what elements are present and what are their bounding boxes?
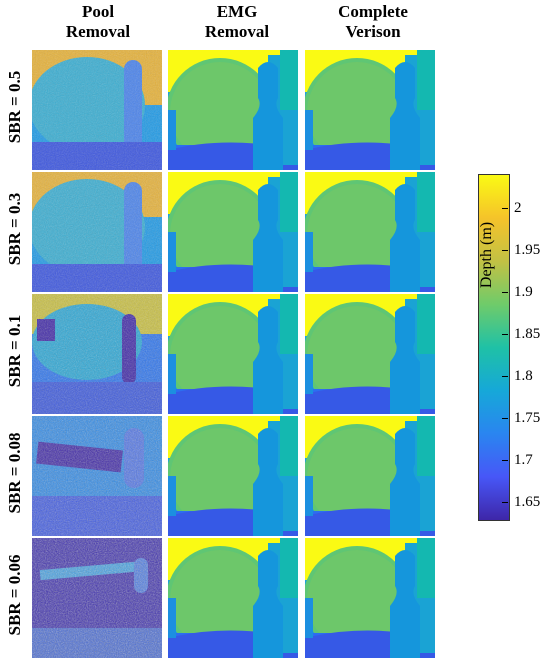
depth-map-image — [168, 294, 298, 414]
colorbar-tick-mark — [502, 375, 508, 377]
colorbar-tick-mark — [502, 502, 508, 504]
colorbar-tick-mark — [502, 460, 508, 462]
depth-map-image — [168, 50, 298, 170]
depth-map-image — [305, 294, 435, 414]
depth-map-image — [168, 538, 298, 658]
column-title-line1: EMG — [216, 2, 258, 21]
colorbar-tick-mark — [502, 207, 508, 209]
colorbar-tick-mark — [502, 291, 508, 293]
colorbar-tick-label: 1.95 — [514, 241, 541, 258]
colorbar-tick-label: 1.7 — [514, 452, 533, 469]
column-title-line2: Removal — [65, 22, 131, 41]
colorbar-tick-mark — [502, 249, 508, 251]
colorbar-tick-label: 1.65 — [514, 494, 541, 511]
depth-colorbar — [478, 174, 510, 521]
colorbar-tick-mark — [502, 418, 508, 420]
colorbar-tick-label: 1.8 — [514, 367, 533, 384]
colorbar-tick-label: 1.9 — [514, 283, 533, 300]
row-label-sbr-0-1: SBR = 0.1 — [5, 314, 24, 388]
depth-map-image — [32, 538, 162, 658]
depth-map-image — [305, 538, 435, 658]
column-title-line2: Verison — [345, 22, 401, 41]
depth-map-image — [305, 172, 435, 292]
column-title-line2: Removal — [204, 22, 270, 41]
column-title-emg-removal: EMG Removal — [169, 2, 305, 42]
colorbar-tick-label: 1.85 — [514, 325, 541, 342]
colorbar-tick-mark — [502, 333, 508, 335]
depth-map-image — [168, 416, 298, 536]
colorbar-label: Depth (m) — [478, 221, 495, 289]
column-title-pool-removal: Pool Removal — [30, 2, 166, 42]
depth-map-image — [168, 172, 298, 292]
depth-map-image — [32, 50, 162, 170]
depth-map-image — [32, 294, 162, 414]
colorbar-tick-label: 2 — [514, 199, 522, 216]
depth-map-image — [305, 416, 435, 536]
row-label-sbr-0-06: SBR = 0.06 — [5, 554, 24, 636]
row-label-sbr-0-5: SBR = 0.5 — [5, 70, 24, 144]
depth-map-image — [32, 416, 162, 536]
row-label-sbr-0-08: SBR = 0.08 — [5, 432, 24, 514]
colorbar-tick-label: 1.75 — [514, 410, 541, 427]
row-label-sbr-0-3: SBR = 0.3 — [5, 192, 24, 266]
depth-map-image — [32, 172, 162, 292]
column-title-line1: Complete — [338, 2, 408, 21]
column-title-line1: Pool — [81, 2, 115, 21]
depth-map-image — [305, 50, 435, 170]
column-title-complete-version: Complete Verison — [305, 2, 441, 42]
